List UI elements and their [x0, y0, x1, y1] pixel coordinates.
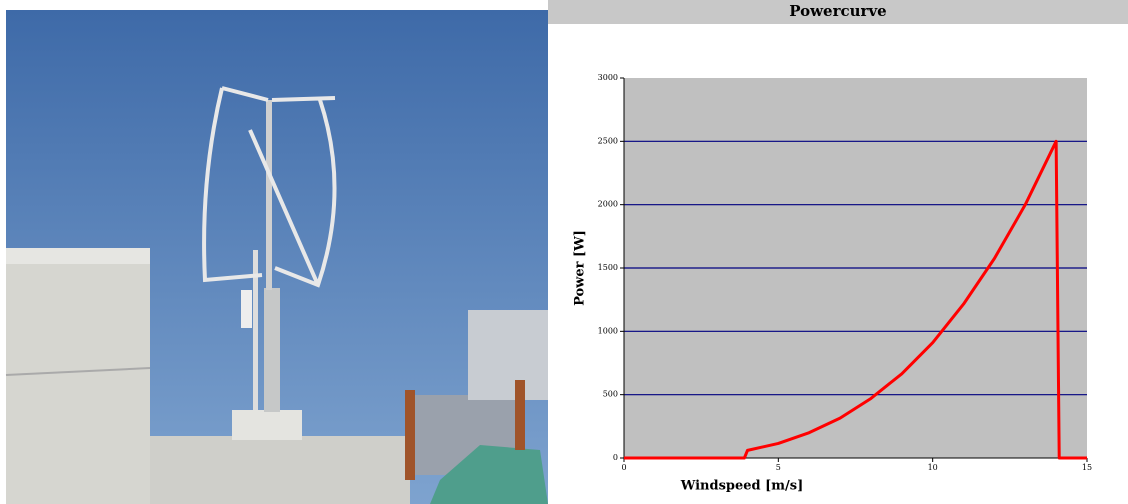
x-tick-label: 15	[1082, 463, 1092, 472]
chart-title: Powercurve	[789, 2, 886, 20]
title-bar	[548, 0, 1128, 24]
x-tick-label: 5	[776, 463, 781, 472]
y-tick-label: 3000	[598, 73, 618, 82]
y-tick-label: 500	[603, 390, 618, 399]
y-axis-label: Power [W]	[573, 230, 588, 306]
y-tick-label: 2500	[598, 136, 618, 145]
photo	[5, 10, 548, 504]
y-tick-label: 1000	[598, 326, 618, 335]
y-tick-label: 1500	[598, 263, 618, 272]
y-tick-label: 2000	[598, 200, 618, 209]
x-tick-label: 10	[928, 463, 938, 472]
power-line	[624, 139, 1087, 460]
x-tick-label: 0	[621, 463, 626, 472]
x-axis-label: Windspeed [m/s]	[680, 479, 804, 494]
y-tick-label: 0	[613, 453, 618, 462]
